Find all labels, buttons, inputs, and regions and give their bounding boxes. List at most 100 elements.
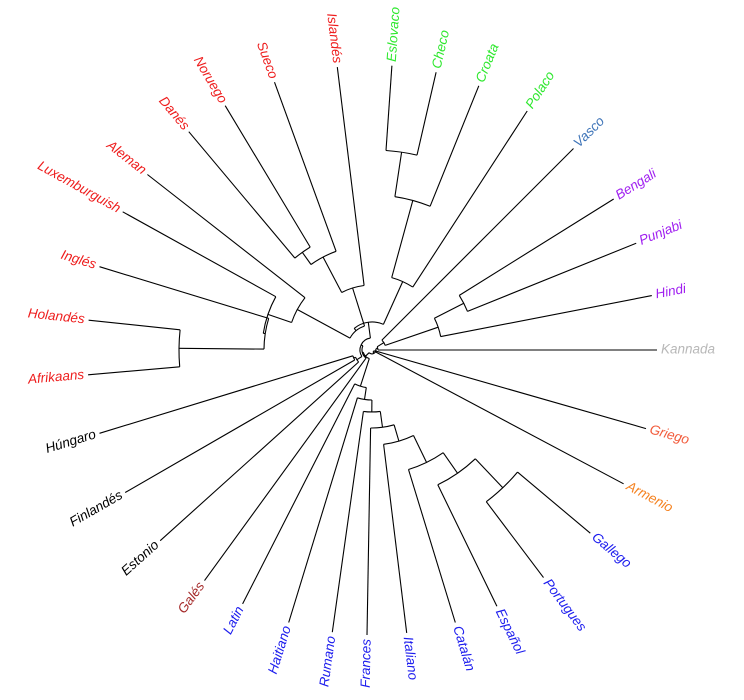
tip-label-catalan: Catalán (450, 624, 478, 673)
branch-spoke (474, 458, 504, 489)
branch-spoke (331, 411, 364, 633)
branch-spoke (99, 355, 354, 434)
branch-arc (354, 383, 367, 389)
branch-arc (394, 196, 431, 207)
tip-label-griego: Griego (648, 422, 692, 448)
branch-spoke (242, 383, 356, 605)
branch-spoke (188, 131, 296, 259)
branch-spoke (366, 427, 372, 636)
branch-arc (353, 321, 384, 329)
tip-label-ingles: Inglés (59, 247, 98, 272)
tip-label-polaco: Polaco (522, 68, 557, 111)
branch-spoke (297, 309, 351, 339)
branch-spoke (375, 347, 378, 350)
branch-spoke (434, 302, 465, 319)
branch-spoke (124, 359, 355, 493)
tip-label-checo: Checo (429, 28, 453, 70)
tip-label-finlandes: Finlandés (67, 487, 125, 529)
branch-spoke (379, 411, 384, 428)
branch-arc (359, 337, 371, 357)
branch-arc (361, 345, 367, 359)
tip-label-frances: Frances (358, 639, 374, 688)
branch-spoke (88, 366, 180, 376)
tip-label-italiano: Italiano (401, 636, 421, 682)
branch-spoke (485, 501, 544, 578)
branch-spoke (88, 319, 181, 331)
branch-spoke (204, 357, 367, 581)
branch-spoke (301, 251, 312, 265)
branch-spoke (385, 65, 393, 151)
branch-spoke (273, 82, 337, 252)
tip-label-estonio: Estonio (118, 537, 162, 579)
branch-arc (362, 352, 370, 360)
branch-spoke (99, 266, 269, 319)
tip-label-afrikaans: Afrikaans (26, 367, 85, 387)
branch-spoke (365, 352, 370, 357)
tip-label-gallego: Gallego (589, 529, 635, 571)
branch-spoke (336, 67, 365, 286)
tip-label-luxemburguish: Luxemburguish (35, 158, 123, 216)
tip-label-haitiano: Haitiano (265, 623, 294, 675)
branch-arc (357, 397, 372, 401)
branch-spoke (224, 105, 311, 248)
branch-spoke (267, 313, 292, 324)
branch-arc (385, 149, 418, 156)
tip-label-kannada: Kannada (661, 342, 716, 357)
tip-label-espanol: Español (493, 606, 528, 657)
tip-label-rumano: Rumano (316, 635, 338, 688)
tip-label-vasco: Vasco (570, 113, 607, 150)
branch-spoke (442, 452, 458, 474)
branch-arc (291, 297, 306, 323)
branch-arc (372, 350, 375, 353)
tip-label-noruego: Noruego (191, 54, 231, 107)
tip-label-islandes: Islandés (324, 12, 345, 64)
tip-label-portugues: Portugues (541, 576, 590, 634)
branch-spoke (391, 200, 414, 278)
branch-spoke (322, 256, 343, 293)
tip-label-danes: Danés (156, 93, 193, 133)
branch-spoke (383, 444, 408, 633)
tip-label-sueco: Sueco (254, 40, 281, 82)
branch-spoke (122, 211, 277, 298)
branch-spoke (437, 484, 498, 607)
branch-spoke (429, 85, 480, 207)
tip-label-punjabi: Punjabi (637, 217, 685, 248)
branch-spoke (147, 174, 306, 299)
branch-spoke (407, 469, 456, 623)
tip-label-eslovaco: Eslovaco (384, 6, 403, 62)
branch-spoke (459, 198, 614, 296)
branch-spoke (381, 148, 574, 341)
branch-spoke (412, 110, 528, 288)
branch-spoke (440, 295, 652, 338)
tip-label-croata: Croata (472, 41, 501, 85)
branch-spoke (288, 397, 358, 623)
branch-arc (310, 250, 337, 265)
branch-spoke (393, 424, 400, 442)
tip-label-holandes: Holandés (27, 305, 86, 326)
tip-labels: Islandés Sueco NoruegoDanésAlemanLuxemburg… (26, 6, 715, 688)
branch-spoke (467, 242, 637, 312)
branch-spoke (376, 342, 385, 348)
branch-spoke (416, 72, 437, 156)
tip-label-hungaro: Húngaro (44, 426, 98, 456)
branch-arc (354, 356, 360, 363)
branch-spoke (413, 435, 428, 463)
branch-spoke (356, 356, 363, 361)
tip-label-bengali: Bengali (613, 165, 660, 202)
tip-label-hindi: Hindi (654, 281, 688, 302)
branch-spoke (382, 281, 404, 325)
branch-arc (391, 277, 414, 288)
branch-arc (349, 325, 365, 339)
branch-spoke (359, 358, 370, 387)
tip-label-aleman: Aleman (103, 137, 149, 178)
tip-label-armenio: Armenio (623, 478, 676, 516)
branch-spoke (363, 387, 367, 400)
tip-label-latin: Latin (220, 604, 247, 637)
branch-spoke (374, 350, 624, 485)
branch-spoke (352, 287, 366, 327)
branch-spoke (385, 326, 439, 346)
branch-spoke (394, 152, 403, 197)
branch-arc (383, 435, 414, 445)
